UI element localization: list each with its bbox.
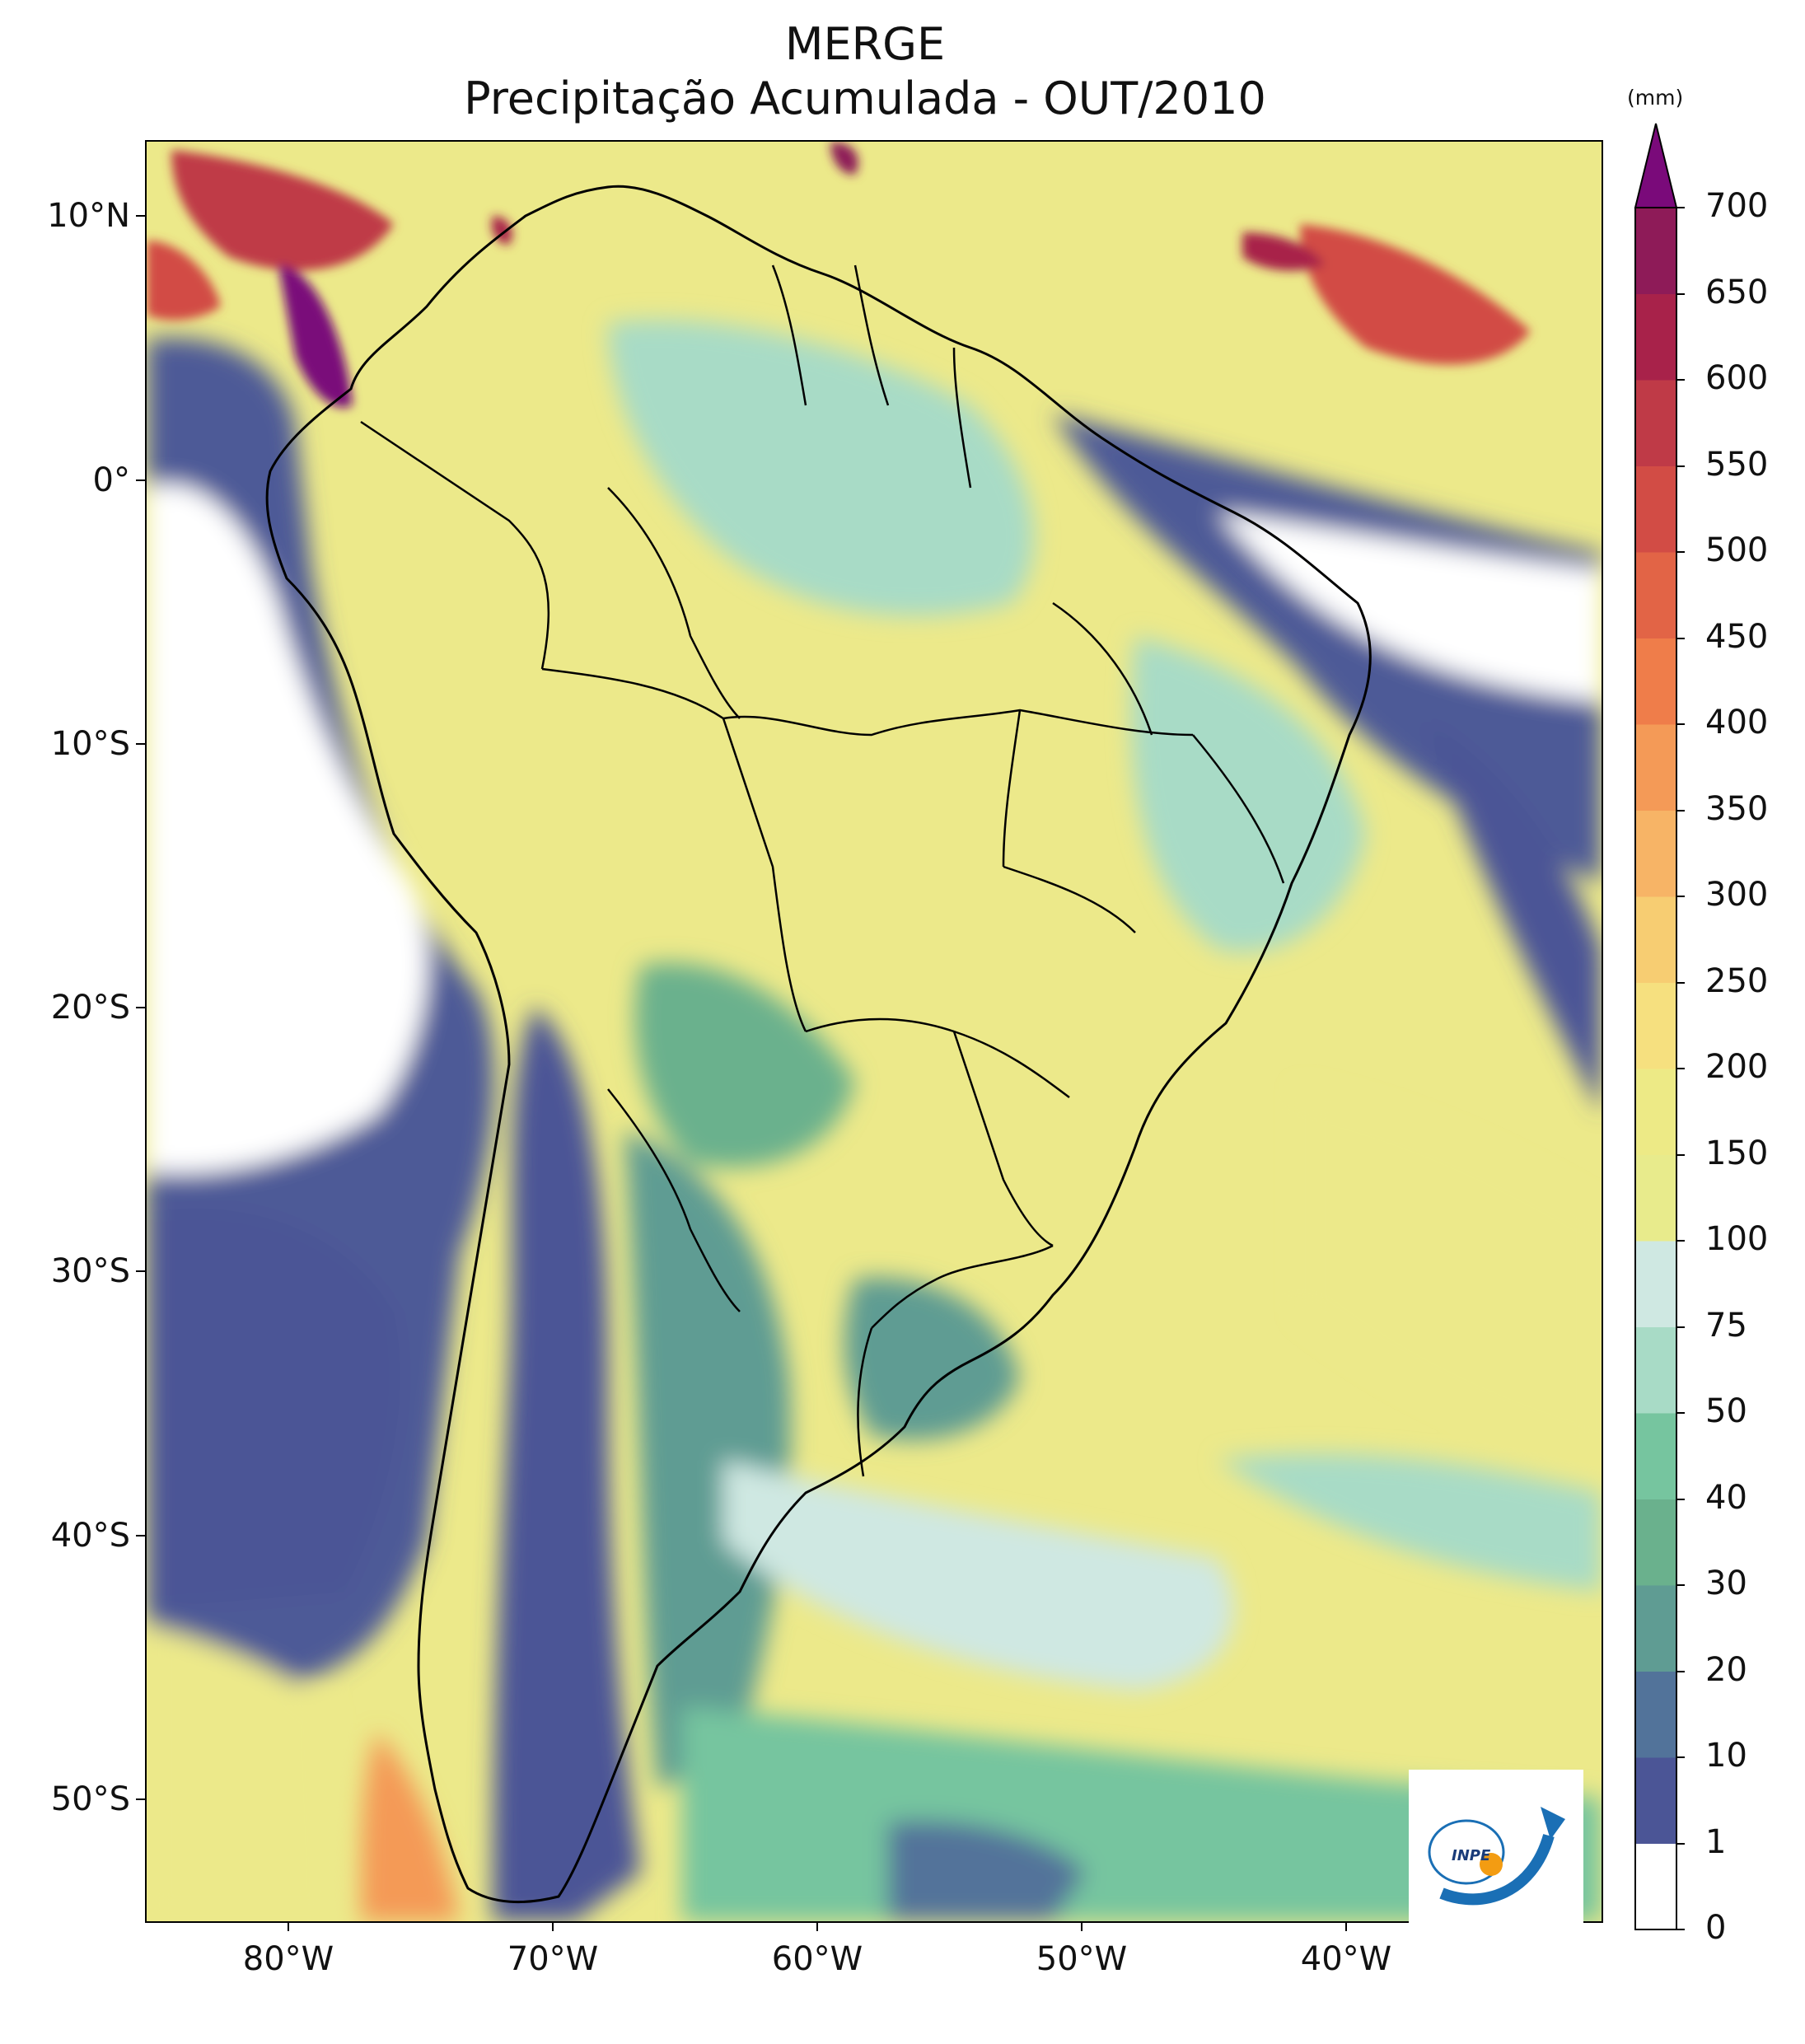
colorbar-tick-label: 100 bbox=[1705, 1220, 1769, 1258]
colorbar-tick bbox=[1676, 809, 1685, 812]
colorbar-segment bbox=[1635, 1585, 1676, 1672]
colorbar-tick bbox=[1676, 1670, 1685, 1672]
colorbar-unit: (mm) bbox=[1627, 86, 1684, 110]
colorbar-tick bbox=[1676, 1240, 1685, 1242]
lon-label-80w: 80°W bbox=[242, 1940, 334, 1978]
colorbar-tick bbox=[1676, 292, 1685, 295]
colorbar-tick-label: 40 bbox=[1705, 1478, 1747, 1517]
colorbar-tick bbox=[1676, 379, 1685, 381]
colorbar-tick-label: 300 bbox=[1705, 876, 1769, 914]
colorbar-segment bbox=[1635, 293, 1676, 381]
colorbar-segment bbox=[1635, 1843, 1676, 1930]
colorbar-tick-label: 150 bbox=[1705, 1134, 1769, 1172]
colorbar-tick-label: 450 bbox=[1705, 617, 1769, 656]
colorbar-tick bbox=[1676, 1584, 1685, 1586]
colorbar-tick-label: 650 bbox=[1705, 273, 1769, 311]
colorbar-tick-label: 50 bbox=[1705, 1392, 1747, 1430]
colorbar-tick-label: 1 bbox=[1705, 1822, 1727, 1861]
colorbar-segment bbox=[1635, 208, 1676, 294]
lon-label-70w: 70°W bbox=[507, 1940, 599, 1978]
colorbar-segment bbox=[1635, 896, 1676, 983]
colorbar-tick bbox=[1676, 465, 1685, 467]
colorbar-tick-label: 75 bbox=[1705, 1306, 1747, 1345]
colorbar-segment bbox=[1635, 810, 1676, 897]
precipitation-map bbox=[145, 140, 1603, 1923]
inpe-logo-icon: INPE bbox=[1428, 1807, 1565, 1906]
colorbar-tick bbox=[1676, 637, 1685, 639]
colorbar-tick bbox=[1676, 1756, 1685, 1758]
colorbar-segment bbox=[1635, 1499, 1676, 1586]
colorbar-extend-arrow bbox=[1634, 123, 1678, 208]
colorbar-tick bbox=[1676, 1842, 1685, 1845]
colorbar-segment bbox=[1635, 638, 1676, 725]
colorbar-tick bbox=[1676, 723, 1685, 725]
lon-label-40w: 40°W bbox=[1300, 1940, 1392, 1978]
colorbar-tick-label: 400 bbox=[1705, 704, 1769, 741]
colorbar-segment bbox=[1635, 724, 1676, 811]
lat-label-40s: 40°S bbox=[50, 1517, 130, 1555]
colorbar-segment bbox=[1635, 380, 1676, 466]
lat-label-20s: 20°S bbox=[50, 989, 130, 1027]
colorbar-tick bbox=[1676, 896, 1685, 897]
colorbar-segment bbox=[1635, 552, 1676, 638]
lat-label-10s: 10°S bbox=[50, 725, 130, 763]
colorbar-tick bbox=[1676, 1068, 1685, 1069]
colorbar-segment bbox=[1635, 1326, 1676, 1414]
colorbar-tick-label: 550 bbox=[1705, 445, 1769, 484]
colorbar-tick bbox=[1676, 1326, 1685, 1328]
colorbar-tick-label: 700 bbox=[1705, 187, 1769, 225]
colorbar-tick-label: 30 bbox=[1705, 1565, 1747, 1602]
colorbar-segment bbox=[1635, 1757, 1676, 1844]
colorbar-tick-label: 200 bbox=[1705, 1048, 1769, 1086]
colorbar-tick-label: 10 bbox=[1705, 1737, 1747, 1775]
colorbar-segment bbox=[1635, 1671, 1676, 1758]
colorbar-tick bbox=[1676, 1498, 1685, 1500]
map-title: MERGE bbox=[784, 18, 946, 70]
colorbar-tick-label: 20 bbox=[1705, 1650, 1747, 1689]
lat-label-30s: 30°S bbox=[50, 1252, 130, 1290]
colorbar-tick bbox=[1676, 981, 1685, 984]
logo-text: INPE bbox=[1452, 1847, 1491, 1864]
precipitation-field bbox=[147, 142, 1602, 1921]
colorbar-tick-label: 600 bbox=[1705, 359, 1769, 397]
colorbar-tick bbox=[1676, 1153, 1685, 1156]
inpe-logo: INPE bbox=[1409, 1770, 1583, 1943]
colorbar-segment bbox=[1635, 465, 1676, 553]
colorbar-segment bbox=[1635, 1069, 1676, 1155]
colorbar-segment bbox=[1635, 1413, 1676, 1499]
colorbar-tick bbox=[1676, 1412, 1685, 1414]
lat-label-0: 0° bbox=[92, 461, 130, 499]
colorbar-segment bbox=[1635, 982, 1676, 1069]
colorbar-tick-label: 250 bbox=[1705, 961, 1769, 1000]
map-subtitle: Precipitação Acumulada - OUT/2010 bbox=[464, 72, 1266, 124]
colorbar-tick-label: 350 bbox=[1705, 789, 1769, 828]
colorbar-tick bbox=[1676, 1929, 1685, 1930]
colorbar-tick bbox=[1676, 207, 1685, 208]
colorbar-segment bbox=[1635, 1154, 1676, 1242]
colorbar-tick bbox=[1676, 551, 1685, 553]
colorbar-segment bbox=[1635, 1241, 1676, 1327]
lat-label-10n: 10°N bbox=[47, 197, 130, 235]
lon-label-60w: 60°W bbox=[771, 1940, 863, 1978]
lat-label-50s: 50°S bbox=[50, 1780, 130, 1818]
colorbar-tick-label: 500 bbox=[1705, 531, 1769, 569]
colorbar-tick-label: 0 bbox=[1705, 1909, 1727, 1947]
lon-label-50w: 50°W bbox=[1036, 1940, 1128, 1978]
